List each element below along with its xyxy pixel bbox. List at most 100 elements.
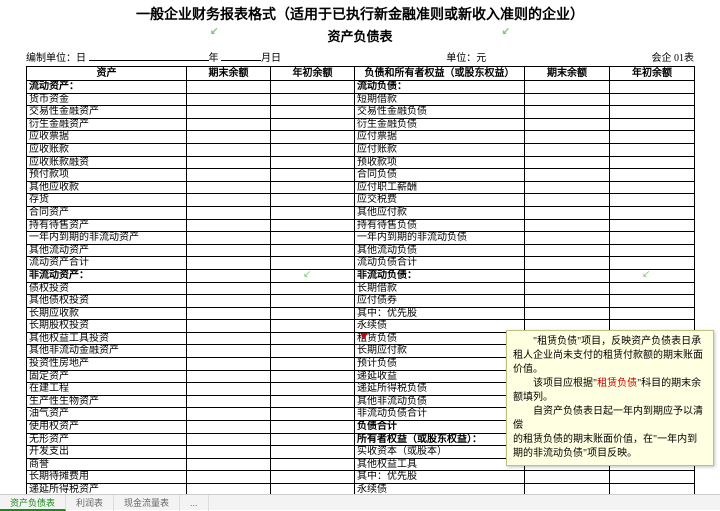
boy2-cell[interactable] [610, 81, 695, 94]
boy-cell[interactable] [271, 320, 355, 333]
tab-cashflow[interactable]: 现金流量表 [114, 495, 180, 511]
boy-cell[interactable] [271, 408, 355, 421]
boy-cell[interactable] [271, 232, 355, 245]
eop-cell[interactable] [187, 156, 271, 169]
eop2-cell[interactable] [525, 282, 610, 295]
boy-cell[interactable] [271, 257, 355, 270]
boy-cell[interactable] [271, 269, 355, 282]
boy2-cell[interactable] [610, 282, 695, 295]
boy2-cell[interactable] [610, 471, 695, 484]
eop-cell[interactable] [187, 206, 271, 219]
eop2-cell[interactable] [525, 257, 610, 270]
tab-income[interactable]: 利润表 [66, 495, 114, 511]
tab-more[interactable]: ... [180, 495, 209, 511]
eop2-cell[interactable] [525, 269, 610, 282]
eop-cell[interactable] [187, 181, 271, 194]
eop2-cell[interactable] [525, 93, 610, 106]
boy-cell[interactable] [271, 106, 355, 119]
boy-cell[interactable] [271, 395, 355, 408]
boy2-cell[interactable] [610, 232, 695, 245]
boy2-cell[interactable] [610, 106, 695, 119]
eop-cell[interactable] [187, 332, 271, 345]
eop2-cell[interactable] [525, 232, 610, 245]
boy2-cell[interactable] [610, 169, 695, 182]
boy-cell[interactable] [271, 194, 355, 207]
eop2-cell[interactable] [525, 295, 610, 308]
boy2-cell[interactable] [610, 257, 695, 270]
boy2-cell[interactable] [610, 244, 695, 257]
eop2-cell[interactable] [525, 156, 610, 169]
boy-cell[interactable] [271, 345, 355, 358]
eop2-cell[interactable] [525, 206, 610, 219]
boy-cell[interactable] [271, 383, 355, 396]
eop-cell[interactable] [187, 446, 271, 459]
boy2-cell[interactable] [610, 295, 695, 308]
boy-cell[interactable] [271, 471, 355, 484]
eop-cell[interactable] [187, 194, 271, 207]
boy2-cell[interactable] [610, 156, 695, 169]
eop-cell[interactable] [187, 282, 271, 295]
eop2-cell[interactable] [525, 106, 610, 119]
boy2-cell[interactable] [610, 131, 695, 144]
boy-cell[interactable] [271, 358, 355, 371]
boy-cell[interactable] [271, 143, 355, 156]
eop2-cell[interactable] [525, 169, 610, 182]
eop2-cell[interactable] [525, 81, 610, 94]
boy2-cell[interactable] [610, 181, 695, 194]
tab-balance-sheet[interactable]: 资产负债表 [0, 495, 66, 511]
boy-cell[interactable] [271, 421, 355, 434]
eop-cell[interactable] [187, 383, 271, 396]
eop-cell[interactable] [187, 370, 271, 383]
eop-cell[interactable] [187, 408, 271, 421]
boy-cell[interactable] [271, 307, 355, 320]
eop-cell[interactable] [187, 471, 271, 484]
eop-cell[interactable] [187, 106, 271, 119]
eop-cell[interactable] [187, 257, 271, 270]
boy-cell[interactable] [271, 206, 355, 219]
boy-cell[interactable] [271, 295, 355, 308]
boy-cell[interactable] [271, 156, 355, 169]
boy2-cell[interactable] [610, 269, 695, 282]
eop-cell[interactable] [187, 295, 271, 308]
eop-cell[interactable] [187, 421, 271, 434]
boy-cell[interactable] [271, 332, 355, 345]
eop-cell[interactable] [187, 232, 271, 245]
boy-cell[interactable] [271, 282, 355, 295]
boy-cell[interactable] [271, 169, 355, 182]
eop-cell[interactable] [187, 269, 271, 282]
eop-cell[interactable] [187, 131, 271, 144]
eop2-cell[interactable] [525, 118, 610, 131]
boy-cell[interactable] [271, 458, 355, 471]
boy2-cell[interactable] [610, 307, 695, 320]
eop-cell[interactable] [187, 169, 271, 182]
boy-cell[interactable] [271, 446, 355, 459]
eop2-cell[interactable] [525, 307, 610, 320]
eop-cell[interactable] [187, 118, 271, 131]
boy-cell[interactable] [271, 370, 355, 383]
boy2-cell[interactable] [610, 93, 695, 106]
boy2-cell[interactable] [610, 206, 695, 219]
eop2-cell[interactable] [525, 244, 610, 257]
boy-cell[interactable] [271, 118, 355, 131]
eop-cell[interactable] [187, 219, 271, 232]
eop-cell[interactable] [187, 93, 271, 106]
eop-cell[interactable] [187, 395, 271, 408]
boy2-cell[interactable] [610, 118, 695, 131]
eop2-cell[interactable] [525, 194, 610, 207]
boy-cell[interactable] [271, 131, 355, 144]
boy2-cell[interactable] [610, 219, 695, 232]
boy2-cell[interactable] [610, 143, 695, 156]
eop2-cell[interactable] [525, 143, 610, 156]
comment-indicator-icon[interactable] [360, 333, 368, 339]
eop2-cell[interactable] [525, 471, 610, 484]
eop-cell[interactable] [187, 345, 271, 358]
boy-cell[interactable] [271, 219, 355, 232]
eop-cell[interactable] [187, 307, 271, 320]
boy2-cell[interactable] [610, 194, 695, 207]
eop2-cell[interactable] [525, 131, 610, 144]
eop-cell[interactable] [187, 320, 271, 333]
eop-cell[interactable] [187, 81, 271, 94]
eop-cell[interactable] [187, 458, 271, 471]
eop-cell[interactable] [187, 358, 271, 371]
eop-cell[interactable] [187, 433, 271, 446]
